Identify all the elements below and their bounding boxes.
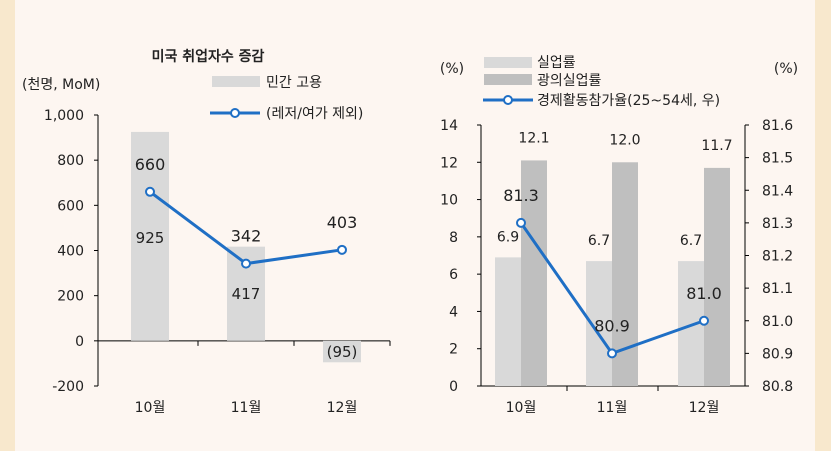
line-point: [516, 217, 526, 228]
bar-label: 925: [136, 229, 165, 247]
y-tick-label: 0: [449, 379, 458, 395]
y2-tick-label: 81.6: [762, 118, 793, 134]
bar-label: 6.7: [680, 233, 702, 249]
legend-label: 경제활동참가율(25~54세, 우): [537, 93, 720, 109]
y-tick-label: 400: [57, 244, 84, 260]
y-tick-label: 14: [440, 118, 458, 134]
line-point: [145, 186, 155, 197]
y-tick-label: 200: [57, 289, 84, 305]
y-tick-label: 4: [449, 304, 458, 320]
y2-tick-label: 81.2: [762, 249, 793, 265]
y-tick-label: 600: [57, 198, 84, 214]
x-tick-label: 10월: [135, 400, 166, 416]
y2-tick-label: 81.4: [762, 183, 793, 199]
bar-label: 11.7: [701, 138, 732, 154]
bar-label: 417: [232, 285, 261, 303]
bar-광의실업률: [704, 167, 730, 386]
x-tick-label: 12월: [689, 400, 720, 416]
y-tick-label: 8: [449, 230, 458, 246]
line-point: [699, 315, 709, 326]
line-point: [241, 258, 251, 269]
legend-label: 광의실업률: [537, 73, 602, 89]
y2-tick-label: 80.9: [762, 346, 793, 362]
y2-tick-label: 81.5: [762, 151, 793, 167]
line-label: 660: [135, 155, 166, 174]
bar-label: 6.9: [497, 229, 519, 245]
x-tick-label: 10월: [506, 400, 537, 416]
bar-민간 고용: [131, 131, 169, 341]
y2-axis-label: (%): [774, 61, 798, 77]
bar-label: (95): [327, 343, 358, 361]
bar-label: 12.0: [609, 132, 640, 148]
bar-label: 6.7: [588, 233, 610, 249]
y2-tick-label: 81.1: [762, 281, 793, 297]
legend-swatch: [484, 74, 532, 85]
y-axis-label: (천명, MoM): [22, 77, 100, 93]
bar-실업률: [495, 257, 521, 386]
y-tick-label: -200: [52, 379, 84, 395]
legend-label: 민간 고용: [266, 75, 322, 91]
line-label: 81.3: [503, 186, 539, 205]
bar-label: 12.1: [518, 130, 549, 146]
legend-marker: [230, 108, 240, 118]
legend-swatch: [212, 76, 260, 87]
y-tick-label: 6: [449, 267, 458, 283]
x-tick-label: 11월: [597, 400, 628, 416]
y-tick-label: 0: [75, 334, 84, 350]
legend-label: (레저/여가 제외): [266, 106, 363, 122]
bar-광의실업률: [521, 160, 547, 386]
y-tick-label: 2: [449, 342, 458, 358]
x-tick-label: 11월: [231, 400, 262, 416]
y-axis-label: (%): [440, 61, 464, 77]
chart-title: 미국 취업자수 증감: [152, 48, 265, 65]
y2-tick-label: 81.0: [762, 314, 793, 330]
legend-marker: [503, 95, 513, 105]
y2-tick-label: 81.3: [762, 216, 793, 232]
line-label: 80.9: [594, 316, 630, 335]
x-tick-label: 12월: [327, 400, 358, 416]
bar-민간 고용: [323, 340, 361, 363]
line-label: 81.0: [686, 284, 722, 303]
line-label: 403: [327, 213, 358, 232]
legend-swatch: [484, 57, 532, 68]
y-tick-label: 10: [440, 193, 458, 209]
legend-label: 실업률: [537, 55, 576, 71]
y2-tick-label: 80.8: [762, 379, 793, 395]
line-point: [607, 348, 617, 359]
y-tick-label: 800: [57, 153, 84, 169]
line-label: 342: [231, 227, 262, 246]
y-tick-label: 12: [440, 155, 458, 171]
y-tick-label: 1,000: [44, 108, 84, 124]
line-point: [337, 244, 347, 255]
